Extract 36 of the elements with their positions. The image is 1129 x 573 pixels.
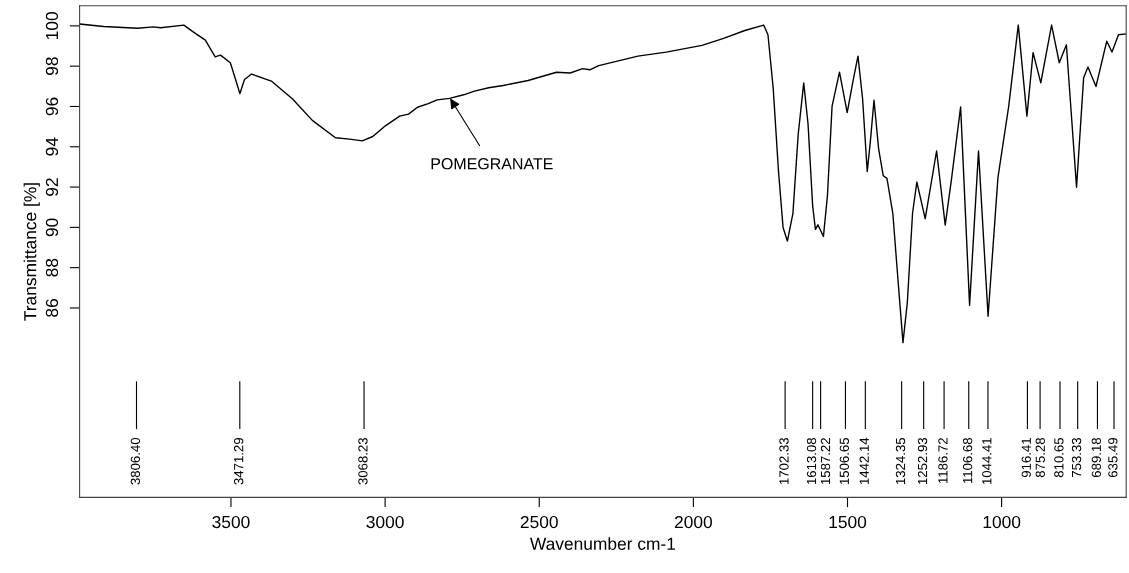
ref-line-label: 3471.29 xyxy=(234,438,244,485)
ref-line-label: 635.49 xyxy=(1108,438,1118,478)
y-tick-label: 88 xyxy=(45,258,59,277)
x-tick-label: 3000 xyxy=(366,515,404,529)
x-tick-label: 2500 xyxy=(520,515,558,529)
x-tick-label: 1500 xyxy=(829,515,867,529)
ref-line-label: 1252.93 xyxy=(917,437,928,485)
ref-line-label: 1324.35 xyxy=(895,437,906,485)
annotation: POMEGRANATE xyxy=(431,158,553,170)
x-tick-label: 2000 xyxy=(674,515,712,529)
ref-line-label: 1442.14 xyxy=(859,437,869,485)
ref-line-label: 875.28 xyxy=(1035,437,1045,478)
y-tick-label: 90 xyxy=(45,218,59,237)
ref-line-label: 3068.23 xyxy=(358,437,368,485)
ref-line-label: 3806.40 xyxy=(130,437,141,485)
y-tick-label: 98 xyxy=(45,57,59,76)
ref-line-label: 810.65 xyxy=(1054,437,1064,478)
ref-line-label: 1186.72 xyxy=(938,438,948,484)
y-tick-label: 100 xyxy=(45,12,59,40)
y-axis-title: Transmittance [%] xyxy=(23,183,40,321)
y-tick-label: 86 xyxy=(45,299,59,317)
ref-line-label: 1044.41 xyxy=(982,438,992,485)
ref-line-label: 753.33 xyxy=(1071,437,1082,478)
y-tick-label: 94 xyxy=(45,137,59,156)
ref-line-label: 1613.08 xyxy=(806,437,817,485)
y-tick-label: 92 xyxy=(45,178,59,196)
x-tick-label: 3500 xyxy=(212,515,250,529)
ref-line-label: 1506.65 xyxy=(839,437,849,485)
ref-line-label: 1587.22 xyxy=(820,438,831,485)
ref-line-label: 1702.33 xyxy=(779,437,789,485)
x-axis-title: Wavenumber cm-1 xyxy=(529,537,676,550)
y-tick-label: 96 xyxy=(45,97,59,116)
ref-line-label: 916.41 xyxy=(1021,438,1031,478)
ref-line-label: 689.18 xyxy=(1091,437,1101,478)
ref-line-label: 1106.68 xyxy=(962,437,973,484)
x-tick-label: 1000 xyxy=(983,515,1021,529)
